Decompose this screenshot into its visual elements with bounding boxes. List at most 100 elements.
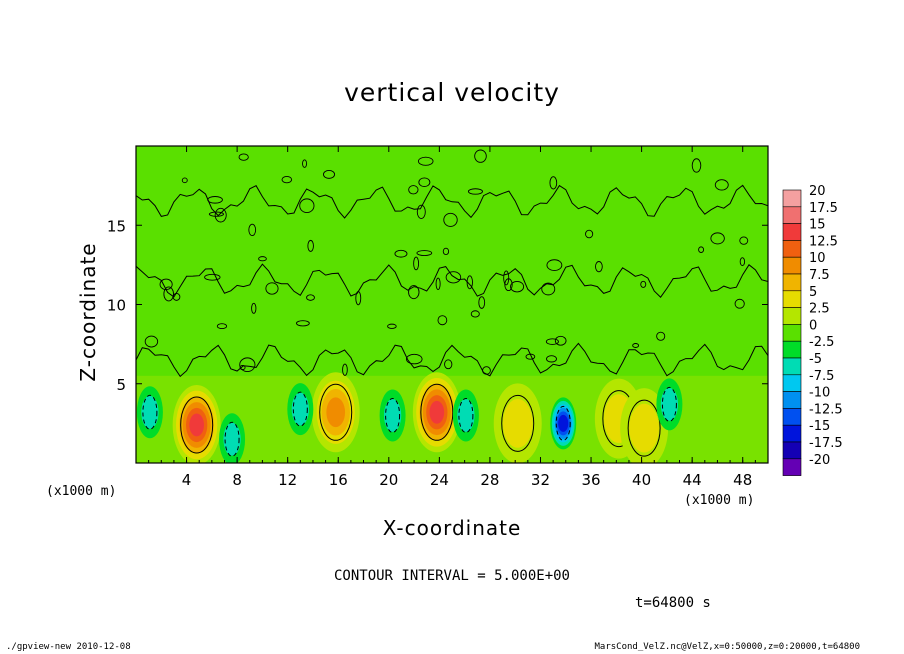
turbulent-contour <box>656 331 666 341</box>
turbulent-contour <box>739 257 746 267</box>
turbulent-contour <box>554 335 567 346</box>
x-axis-label: X-coordinate <box>382 516 522 540</box>
turbulent-contour <box>248 223 257 237</box>
colorbar-label: -2.5 <box>809 335 834 350</box>
turbulent-contour <box>239 364 246 371</box>
colorbar-swatch <box>782 273 802 292</box>
colorbar-label: -20 <box>809 453 830 468</box>
colorbar-label: -15 <box>809 419 830 434</box>
turbulent-contour <box>416 250 433 257</box>
turbulent-contour <box>216 323 228 330</box>
turbulent-contour <box>239 357 256 373</box>
y-tick-label: 10 <box>107 297 126 315</box>
contour-line-7 <box>224 421 240 457</box>
x-tick-label: 32 <box>531 471 550 489</box>
turbulent-contour <box>251 302 257 314</box>
turbulent-contour <box>408 185 419 195</box>
contour-line-10 <box>458 397 474 433</box>
x-tick-label: 12 <box>278 471 297 489</box>
colorbar-swatch <box>782 256 802 275</box>
colorbar-label: 2.5 <box>809 302 830 317</box>
contour-line-upper <box>136 184 768 219</box>
contour-interval-note: CONTOUR INTERVAL = 5.000E+00 <box>333 568 570 584</box>
turbulent-contour <box>541 282 556 296</box>
contour-line-1 <box>319 383 353 441</box>
velocity-cell-2-level-5 <box>429 400 445 424</box>
colorbar-swatch <box>782 206 802 224</box>
colorbar-label: -12.5 <box>809 402 843 417</box>
colorbar-label: -10 <box>809 386 830 401</box>
x-tick-label: 44 <box>683 471 702 489</box>
turbulent-contour <box>546 259 563 271</box>
colorbar-label: 17.5 <box>809 201 838 216</box>
turbulent-contour <box>510 280 525 293</box>
x-tick-label: 16 <box>329 471 348 489</box>
turbulent-contour <box>258 256 267 262</box>
contour-line-upper <box>136 263 768 298</box>
x-tick-label: 40 <box>632 471 651 489</box>
velocity-cell-10-level-1 <box>457 399 475 432</box>
y-tick-label: 5 <box>116 376 126 394</box>
colorbar-label: 0 <box>809 318 817 333</box>
turbulent-contour <box>710 232 725 245</box>
turbulent-contour <box>444 359 453 370</box>
turbulent-contour <box>306 294 315 301</box>
turbulent-contour <box>739 236 749 245</box>
velocity-cell-12-level-1 <box>660 387 679 421</box>
contour-line-6 <box>142 394 158 430</box>
turbulent-contour <box>442 247 450 256</box>
footer-data-source: MarsCond_VelZ.nc@VelZ,x=0:50000,z=0:2000… <box>594 642 860 652</box>
turbulent-contour <box>698 246 705 253</box>
contour-line-12 <box>661 386 677 422</box>
turbulent-contour <box>640 280 647 288</box>
turbulent-contour <box>214 207 227 223</box>
turbulent-contour <box>208 211 224 217</box>
turbulent-contour <box>445 271 462 284</box>
colorbar-swatch <box>782 441 802 460</box>
turbulent-contour <box>437 315 448 326</box>
colorbar-swatch <box>782 374 802 392</box>
colorbar-swatch <box>782 307 802 325</box>
y-axis-label: Z-coordinate <box>76 242 100 382</box>
colorbar-swatch <box>782 223 802 241</box>
contour-line-3 <box>501 394 535 452</box>
velocity-cell-5-level-1 <box>629 403 659 453</box>
x-tick-label: 36 <box>581 471 600 489</box>
colorbar-swatch <box>782 458 802 476</box>
turbulent-contour <box>435 277 441 291</box>
x-tick-label: 28 <box>480 471 499 489</box>
contour-line-upper <box>136 342 768 378</box>
velocity-cell-6-level-1 <box>141 395 159 429</box>
turbulent-contour <box>342 363 348 376</box>
turbulent-contour <box>734 298 745 309</box>
colorbar-label: -7.5 <box>809 369 834 384</box>
velocity-cell-0-level-5 <box>189 413 205 437</box>
colorbar-swatch <box>782 408 802 426</box>
turbulent-contour <box>413 256 420 271</box>
colorbar-label: 5 <box>809 285 817 300</box>
turbulent-contour <box>467 188 483 195</box>
chart-title: vertical velocity <box>344 78 560 107</box>
x-axis-ticks: 4 8 12 16 20 24 28 32 36 40 44 48 <box>135 146 769 489</box>
x-tick-label: 4 <box>182 471 192 489</box>
turbulent-contour <box>546 355 557 363</box>
turbulent-contour <box>408 285 420 300</box>
turbulent-contour <box>322 169 336 179</box>
turbulent-contour <box>585 229 594 239</box>
turbulent-contour <box>545 338 559 345</box>
colorbar-swatch <box>782 424 802 443</box>
footer-program-date: ./gpview-new 2010-12-08 <box>6 642 131 652</box>
turbulent-contour <box>265 282 279 295</box>
velocity-cell-1-level-3 <box>326 397 346 428</box>
colorbar-swatch <box>782 290 802 308</box>
colorbar-label: 10 <box>809 251 826 266</box>
colorbar-label: 12.5 <box>809 234 838 249</box>
colorbar-swatch <box>782 357 802 376</box>
contour-line-8 <box>292 391 308 427</box>
turbulent-contour <box>394 249 408 258</box>
contour-line-0 <box>180 396 214 454</box>
contour-line-9 <box>385 397 401 433</box>
colorbar-swatch <box>782 391 802 409</box>
turbulent-contour <box>714 179 729 191</box>
